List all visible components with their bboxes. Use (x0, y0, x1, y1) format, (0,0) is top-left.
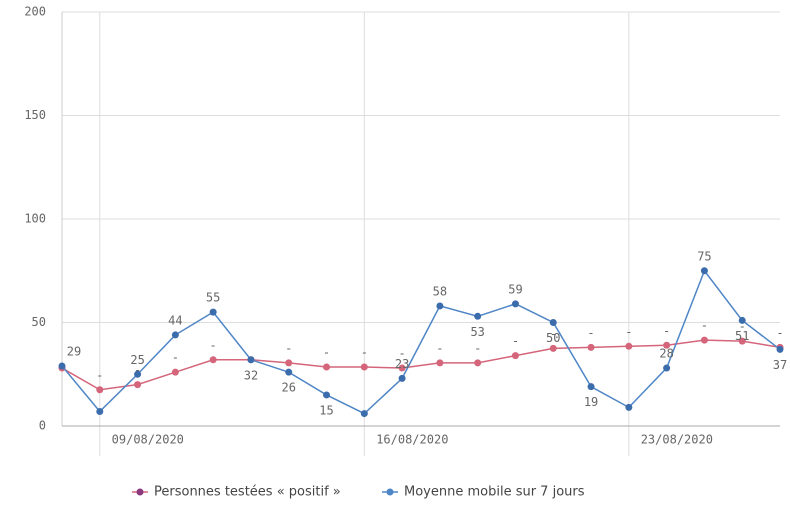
x-tick-label: 23/08/2020 (641, 433, 713, 447)
value-label: - (210, 338, 217, 352)
value-label: - (172, 351, 179, 365)
y-tick-label: 0 (39, 419, 46, 433)
x-tick-label: 09/08/2020 (112, 433, 184, 447)
point (587, 343, 595, 351)
point (549, 344, 557, 352)
point (96, 408, 104, 416)
point (587, 383, 595, 391)
point (134, 370, 142, 378)
point (285, 359, 293, 367)
value-label: - (776, 326, 783, 340)
value-label: - (436, 341, 443, 355)
value-label: 44 (168, 313, 182, 327)
value-label: - (285, 341, 292, 355)
value-label: 32 (244, 368, 258, 382)
value-label: - (587, 326, 594, 340)
value-label: 58 (433, 284, 447, 298)
value-label: - (134, 363, 141, 377)
point (398, 374, 406, 382)
point (323, 391, 331, 399)
y-tick-label: 100 (24, 212, 46, 226)
point (625, 403, 633, 411)
point (738, 316, 746, 324)
value-label: - (701, 319, 708, 333)
value-label: 15 (319, 403, 333, 417)
y-tick-label: 150 (24, 108, 46, 122)
series-line (61, 269, 781, 415)
point (323, 363, 331, 371)
value-label: - (474, 341, 481, 355)
value-label: 55 (206, 291, 220, 305)
point (663, 341, 671, 349)
point (511, 352, 519, 360)
point (398, 364, 406, 372)
x-tick-label: 16/08/2020 (376, 433, 448, 447)
legend-marker (136, 488, 144, 496)
legend-label: Moyenne mobile sur 7 jours (404, 485, 585, 500)
value-label: 25 (130, 353, 144, 367)
point (436, 302, 444, 310)
value-label: 51 (735, 329, 749, 343)
point (474, 312, 482, 320)
point (700, 267, 708, 275)
value-label: 26 (282, 381, 296, 395)
point (58, 362, 66, 370)
value-label: - (663, 324, 670, 338)
point (209, 356, 217, 364)
point (511, 300, 519, 308)
point (171, 331, 179, 339)
point (436, 359, 444, 367)
value-label: 28 (659, 347, 673, 361)
value-label: 75 (697, 249, 711, 263)
point (285, 368, 293, 376)
point (360, 410, 368, 418)
point (474, 359, 482, 367)
value-label: - (625, 325, 632, 339)
value-label: - (398, 347, 405, 361)
value-label: 23 (395, 357, 409, 371)
point (96, 386, 104, 394)
point (247, 356, 255, 364)
legend-label: Personnes testées « positif » (154, 485, 341, 500)
value-label: - (361, 346, 368, 360)
y-tick-label: 200 (24, 5, 46, 19)
point (549, 319, 557, 326)
value-label: 19 (584, 395, 598, 409)
value-label: - (323, 346, 330, 360)
legend-marker (386, 488, 394, 496)
value-label: 37 (773, 358, 787, 372)
value-label: 59 (508, 282, 522, 296)
value-label: 29 (67, 344, 81, 358)
point (700, 336, 708, 344)
value-label: - (512, 334, 519, 348)
point (776, 345, 784, 353)
value-label: 50 (546, 331, 560, 345)
point (360, 363, 368, 371)
point (134, 381, 142, 389)
point (738, 337, 746, 345)
point (663, 364, 671, 372)
series-line (61, 339, 781, 391)
point (171, 368, 179, 376)
value-label: - (96, 368, 103, 382)
point (625, 342, 633, 350)
point (209, 308, 217, 316)
value-label: - (550, 327, 557, 341)
y-tick-label: 50 (32, 315, 46, 329)
value-label: - (739, 320, 746, 334)
value-label: 53 (470, 325, 484, 339)
